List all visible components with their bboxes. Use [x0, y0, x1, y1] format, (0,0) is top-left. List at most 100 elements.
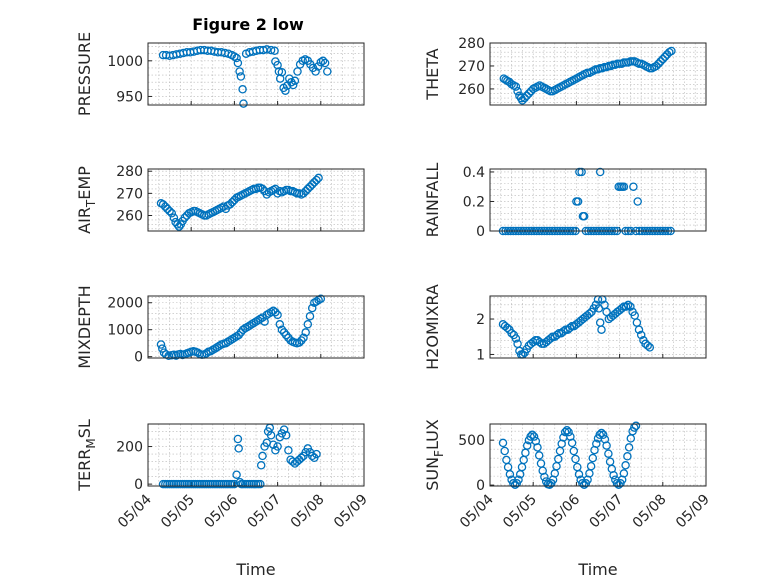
data-point: [619, 469, 629, 478]
data-point: [505, 470, 515, 479]
data-point: [533, 443, 542, 452]
subplot-sun_flux: 0 500 05/04 05/05 05/06 05/07 05/08 05/09 SUNFLU…: [423, 419, 713, 579]
data-point: [210, 344, 220, 353]
data-point: [158, 50, 168, 60]
data-point: [645, 343, 655, 352]
data-point: [595, 167, 605, 177]
y-tick-label: 0: [476, 224, 485, 240]
data-point: [266, 431, 276, 440]
data-point: [500, 446, 509, 456]
data-point: [281, 431, 291, 440]
y-tick-label: 0: [134, 350, 143, 366]
y-tick-label: 280: [116, 164, 143, 180]
data-point: [273, 442, 282, 451]
series-markers: [158, 423, 321, 489]
y-axis-label: RAINFALL: [423, 163, 442, 238]
y-tick-label: 260: [458, 82, 485, 98]
x-tick-label: 05/07: [245, 492, 285, 532]
data-point: [202, 349, 211, 358]
y-axis-label-main: AIR: [75, 207, 94, 234]
y-tick-label: 200: [116, 440, 143, 456]
y-axis-label-main: SUN: [423, 457, 442, 491]
y-axis-label-rest: SL: [75, 419, 94, 438]
y-axis-label: H2OMIXRA: [423, 284, 442, 370]
data-point: [522, 91, 531, 101]
data-point: [269, 440, 278, 449]
data-point: [528, 430, 537, 440]
y-tick-label: 0.4: [463, 165, 485, 181]
y-tick-label: 260: [116, 209, 143, 225]
data-point: [585, 309, 594, 318]
data-point: [158, 344, 167, 353]
data-point: [652, 61, 661, 71]
y-axis-label-main: PRESSURE: [75, 32, 94, 116]
data-point: [290, 76, 300, 86]
data-point: [284, 446, 293, 455]
data-point: [569, 446, 579, 456]
data-point: [314, 173, 323, 183]
data-point: [247, 320, 256, 329]
data-point: [507, 328, 516, 338]
x-tick-label: 05/04: [457, 491, 497, 531]
data-point: [180, 213, 189, 222]
x-tick-label: 05/07: [587, 492, 627, 532]
data-point: [526, 432, 535, 441]
series-markers: [499, 46, 676, 105]
data-point: [498, 438, 508, 448]
data-point: [293, 67, 302, 76]
data-point: [518, 96, 527, 105]
data-point: [312, 175, 321, 185]
y-axis-label: AIRTEMP: [75, 166, 98, 234]
y-axis-label: SUNFLUX: [423, 419, 446, 491]
y-tick-label: 1: [476, 347, 485, 363]
data-point: [262, 45, 272, 54]
data-point: [592, 439, 601, 449]
x-tick-label: 05/06: [201, 491, 241, 531]
subplot-pressure: 950 1000 PRESSURE: [75, 32, 365, 116]
data-point: [604, 449, 613, 458]
data-point: [262, 310, 272, 320]
subplot-terr_msl: 0 200 05/04 05/05 05/06 05/07 05/08 05/09 TERRMS…: [75, 419, 371, 579]
data-point: [233, 434, 243, 444]
data-point: [307, 451, 317, 461]
data-point: [288, 80, 298, 90]
data-point: [524, 89, 534, 98]
data-point: [312, 297, 321, 306]
y-tick-label: 280: [458, 36, 485, 52]
y-tick-label: 1000: [107, 323, 143, 339]
data-point: [307, 180, 317, 189]
data-point: [245, 321, 254, 330]
series-markers: [498, 421, 641, 489]
data-point: [656, 57, 665, 66]
data-point: [232, 470, 241, 479]
data-point: [631, 421, 641, 431]
data-point: [232, 53, 241, 63]
data-point: [636, 330, 646, 340]
y-axis-label: PRESSURE: [75, 32, 94, 116]
data-point: [626, 302, 635, 311]
data-point: [273, 310, 282, 320]
data-point: [513, 86, 522, 96]
data-point: [275, 320, 285, 329]
data-point: [279, 425, 289, 434]
y-tick-label: 270: [116, 186, 143, 202]
y-tick-label: 270: [458, 59, 485, 75]
y-tick-label: 1000: [107, 54, 143, 70]
data-point: [236, 72, 246, 81]
data-point: [307, 303, 317, 313]
data-point: [629, 182, 638, 191]
y-tick-label: 0: [476, 478, 485, 494]
subplot-air_temp: 260 270 280 AIRTEMP: [75, 164, 365, 234]
data-point: [227, 197, 237, 207]
y-axis-label: MIXDEPTH: [75, 285, 94, 368]
data-point: [540, 472, 549, 482]
data-point: [552, 330, 562, 340]
subplot-mixdepth: 0 1000 2000 MIXDEPTH: [75, 285, 365, 369]
data-point: [271, 307, 280, 317]
data-point: [310, 178, 319, 187]
y-tick-label: 500: [458, 433, 485, 449]
data-point: [301, 328, 310, 337]
data-point: [243, 322, 252, 332]
data-point: [161, 202, 170, 211]
